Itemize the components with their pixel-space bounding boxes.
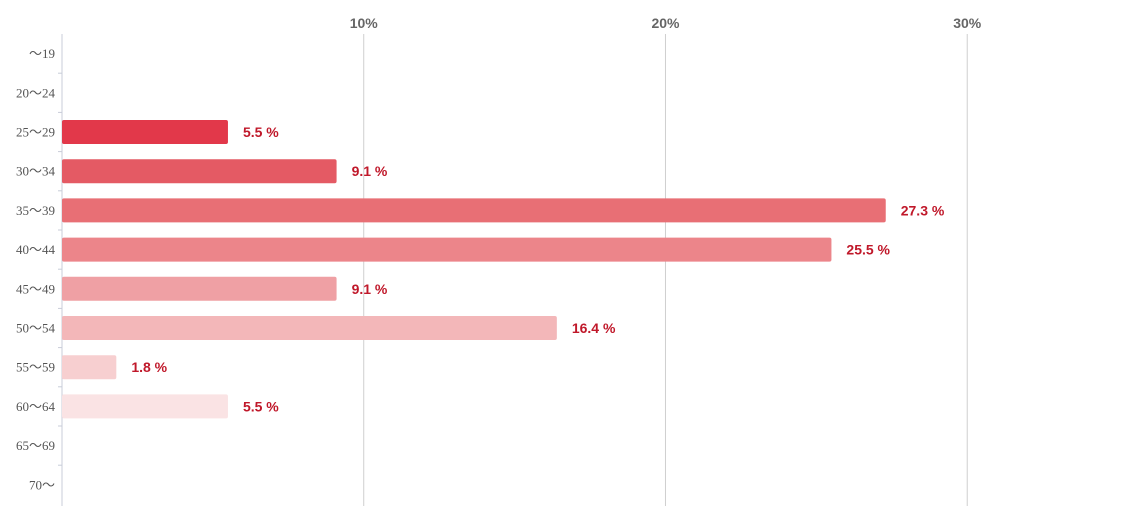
data-label: 1.8 % — [131, 359, 167, 375]
category-label: 25〜29 — [16, 125, 55, 140]
category-label: 30〜34 — [16, 164, 56, 179]
data-label: 25.5 % — [846, 242, 890, 258]
x-tick-label: 10% — [350, 15, 379, 31]
data-label: 16.4 % — [572, 320, 616, 336]
data-labels: 5.5 % 9.1 % 27.3 % 25.5 % 9.1 % 16.4 % 1.8 % 5.… — [131, 124, 945, 414]
bar — [62, 316, 557, 340]
x-axis-ticks: 10% 20% 30% — [350, 15, 982, 31]
x-tick-label: 20% — [651, 15, 680, 31]
bars — [62, 120, 886, 419]
category-label: 35〜39 — [16, 203, 55, 218]
bar — [62, 198, 886, 223]
bar — [62, 276, 337, 301]
bar — [62, 159, 337, 184]
category-label: 45〜49 — [16, 281, 55, 296]
x-tick-label: 30% — [953, 15, 982, 31]
y-axis: 〜19 20〜24 25〜29 30〜34 35〜39 40〜44 45〜49 50〜54 55… — [16, 34, 63, 506]
category-label: 〜19 — [29, 46, 55, 61]
bar — [62, 237, 832, 262]
category-label: 40〜44 — [16, 242, 56, 257]
gridlines — [363, 34, 968, 506]
category-label: 60〜64 — [16, 399, 56, 414]
bar — [62, 394, 228, 419]
category-label: 55〜59 — [16, 360, 55, 375]
category-label: 20〜24 — [16, 85, 56, 100]
data-label: 9.1 % — [352, 281, 388, 297]
bar — [62, 355, 117, 380]
category-label: 70〜 — [29, 477, 55, 492]
category-label: 65〜69 — [16, 438, 55, 453]
data-label: 5.5 % — [243, 398, 279, 414]
data-label: 5.5 % — [243, 124, 279, 140]
category-label: 50〜54 — [16, 321, 56, 336]
bar — [62, 120, 228, 144]
data-label: 27.3 % — [901, 202, 945, 218]
data-label: 9.1 % — [352, 163, 388, 179]
